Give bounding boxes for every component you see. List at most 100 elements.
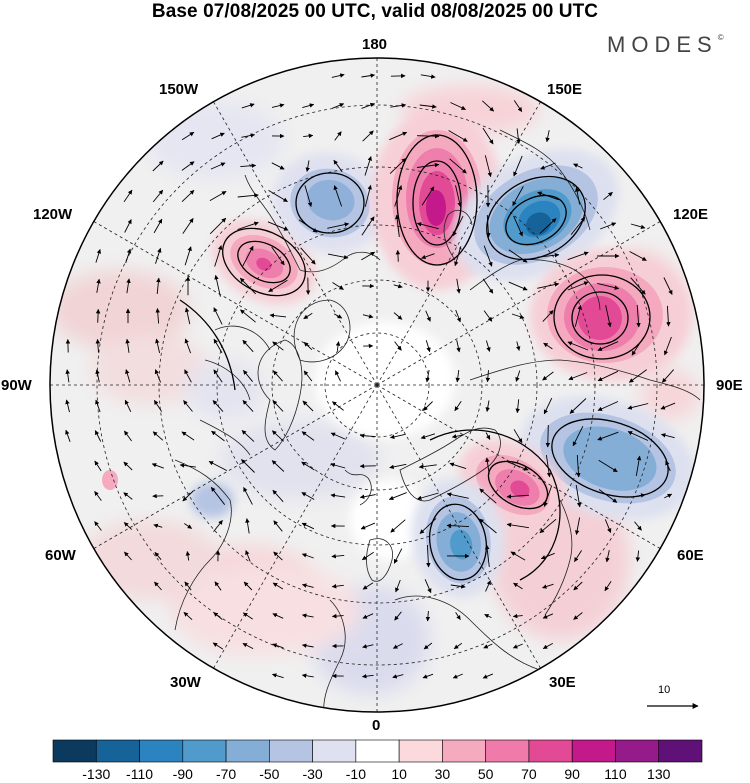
- wind-vector: [214, 581, 222, 591]
- wind-vector: [95, 399, 101, 413]
- wind-vector: [631, 336, 645, 356]
- wind-vector: [506, 494, 530, 499]
- wind-vector: [273, 520, 283, 532]
- wind-vector: [268, 190, 288, 202]
- wind-vector: [482, 673, 494, 679]
- wind-vector: [359, 433, 376, 438]
- colorbar-swatch: [398, 739, 443, 763]
- coastline-siberia: [469, 359, 701, 401]
- colorbar-swatch: [615, 739, 660, 763]
- wind-vector: [543, 342, 553, 350]
- wind-vector: [543, 397, 553, 415]
- wind-vector: [65, 369, 70, 383]
- wind-vector: [453, 642, 463, 650]
- wind-vector: [515, 341, 521, 351]
- wind-vector: [94, 430, 102, 442]
- wind-vector: [330, 432, 346, 440]
- wind-vector: [304, 185, 313, 208]
- wind-vector: [364, 184, 372, 207]
- wind-vector: [123, 461, 133, 471]
- wind-vector: [243, 486, 253, 505]
- wind-vector: [449, 462, 467, 470]
- wind-vector: [423, 642, 433, 650]
- wind-vector: [245, 550, 251, 562]
- wind-vector: [181, 131, 195, 141]
- lon-label-180: 180: [362, 36, 388, 53]
- wind-vector: [392, 674, 404, 679]
- wind-vector: [181, 431, 195, 441]
- contour-vortex-110e: [553, 274, 651, 360]
- contour-vortex-30e: [428, 503, 488, 581]
- wind-vector: [272, 643, 284, 649]
- wind-vector: [125, 369, 131, 383]
- wind-vector: [243, 369, 253, 382]
- wind-vector: [484, 544, 490, 567]
- colorbar-swatch: [312, 739, 357, 763]
- wind-vector: [362, 130, 374, 142]
- wind-vector: [576, 454, 581, 478]
- wind-vector: [271, 246, 285, 266]
- wind-vector: [422, 673, 434, 679]
- wind-vector: [153, 523, 163, 529]
- wind-vector: [361, 73, 376, 78]
- contour-stream-europe: [429, 429, 561, 581]
- meridian-120e: [376, 221, 661, 386]
- wind-vector: [152, 431, 164, 441]
- wind-vector: [65, 429, 71, 442]
- wind-vector: [241, 133, 256, 138]
- wind-vector: [272, 582, 284, 590]
- wind-vector: [485, 400, 490, 412]
- wind-vector: [240, 163, 257, 168]
- wind-vector: [184, 246, 192, 266]
- wind-vector: [513, 429, 523, 444]
- wind-vector: [65, 399, 70, 413]
- coastline-scandinavia: [399, 427, 501, 502]
- wind-vector: [393, 283, 403, 289]
- wind-vector: [95, 338, 101, 353]
- wind-vector: [303, 312, 313, 320]
- wind-vector: [510, 551, 526, 561]
- wind-vector: [630, 493, 646, 498]
- anomaly-positive-150w: [212, 219, 316, 305]
- colorbar-tick-label: 10: [391, 766, 407, 782]
- wind-vector: [454, 246, 462, 267]
- latitude-circle-80n: [324, 332, 430, 438]
- wind-vector: [572, 425, 584, 447]
- colorbar-tick-label: 90: [564, 766, 580, 782]
- wind-vector: [185, 551, 191, 561]
- wind-vector: [513, 100, 523, 112]
- meridian-30e: [376, 384, 541, 669]
- wind-vector: [327, 253, 349, 260]
- wind-vector: [630, 223, 646, 230]
- wind-vector: [268, 279, 288, 293]
- wind-vector: [456, 340, 461, 353]
- wind-vector: [212, 400, 224, 412]
- wind-vector: [636, 304, 641, 328]
- wind-vector: [486, 214, 491, 238]
- wind-vector: [660, 402, 676, 410]
- anomaly-negative-60w: [190, 482, 234, 518]
- colorbar-swatch: [658, 739, 703, 763]
- wind-vector: [630, 277, 646, 295]
- wind-vector: [212, 642, 224, 650]
- wind-vector: [301, 492, 315, 500]
- colorbar-swatch: [95, 739, 140, 763]
- wind-vector: [332, 282, 344, 290]
- wind-vector: [600, 222, 617, 230]
- wind-vector: [573, 612, 583, 620]
- wind-vector: [567, 251, 589, 261]
- colorbar-tick-label: -110: [126, 766, 154, 782]
- latitude-circle-40n: [96, 104, 658, 666]
- wind-vector: [537, 282, 560, 289]
- wind-vector: [155, 308, 160, 324]
- wind-vector: [513, 582, 523, 590]
- map-title: Base 07/08/2025 00 UTC, valid 08/08/2025…: [151, 1, 599, 22]
- wind-vector: [390, 519, 406, 533]
- wind-vector: [597, 431, 619, 441]
- wind-vector: [335, 341, 341, 351]
- wind-vector: [450, 584, 466, 589]
- lon-label-90w: 90W: [1, 377, 32, 394]
- wind-vector: [154, 369, 162, 383]
- wind-vector: [213, 369, 223, 383]
- contour-vortex-155e-inner: [505, 194, 567, 246]
